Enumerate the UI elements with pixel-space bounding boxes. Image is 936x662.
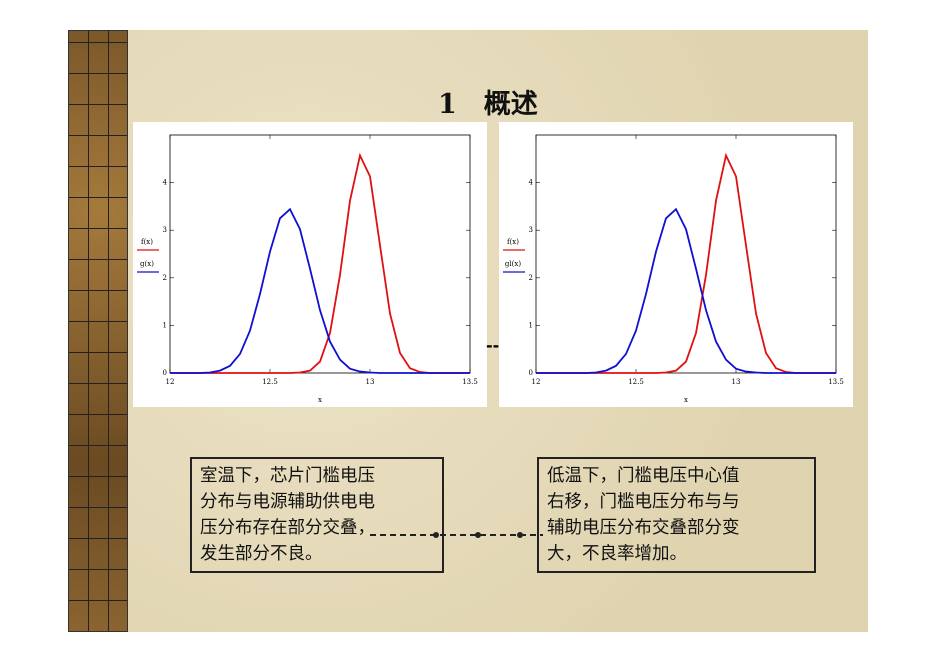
- line-series: [536, 207, 836, 374]
- note-line: 发生部分不良。: [200, 544, 323, 564]
- y-tick-label: 1: [163, 321, 167, 329]
- line-series: [536, 152, 836, 374]
- x-tick-label: 13: [366, 378, 375, 386]
- separator: --: [486, 336, 500, 355]
- note-line: 室温下，芯片门槛电压: [200, 466, 375, 486]
- x-tick-label: 12: [166, 378, 175, 386]
- note-line: 低温下，门槛电压中心值: [547, 466, 740, 486]
- x-axis-label: x: [318, 396, 322, 404]
- plot-frame: [169, 134, 471, 374]
- note-box: 室温下，芯片门槛电压 分布与电源辅助供电电 压分布存在部分交叠， 发生部分不良。: [190, 457, 444, 573]
- note-box: 低温下，门槛电压中心值 右移，门槛电压分布与与 辅助电压分布交叠部分变 大，不良率增加…: [537, 457, 816, 573]
- x-axis-label: x: [684, 396, 688, 404]
- y-tick-label: 2: [529, 274, 533, 282]
- line-series: [170, 207, 470, 374]
- note-line: 压分布存在部分交叠，: [200, 518, 375, 538]
- legend-label: f(x): [141, 238, 153, 246]
- y-tick-label: 3: [529, 226, 533, 234]
- x-tick-label: 13: [732, 378, 741, 386]
- legend-label: f(x): [507, 238, 519, 246]
- x-tick-label: 12.5: [262, 378, 278, 386]
- dot: [517, 532, 523, 538]
- line-series: [170, 152, 470, 374]
- y-tick-label: 4: [163, 179, 168, 187]
- x-tick-label: 12.5: [628, 378, 644, 386]
- y-tick-label: 4: [529, 179, 534, 187]
- decor-strip: [68, 30, 128, 632]
- x-tick-label: 13.5: [828, 378, 844, 386]
- y-tick-label: 0: [529, 369, 533, 377]
- dot: [433, 532, 439, 538]
- y-tick-label: 3: [163, 226, 167, 234]
- note-line: 分布与电源辅助供电电: [200, 492, 375, 512]
- note-line: 右移，门槛电压分布与与: [547, 492, 740, 512]
- note-line: 大，不良率增加。: [547, 544, 687, 564]
- y-tick-label: 1: [529, 321, 533, 329]
- legend-label: gl(x): [505, 260, 521, 268]
- slide: 1 概述 12 12.5 13 13.5 0 1 2 3 4 x f(x) g(x) 12 12.5 13…: [68, 30, 868, 632]
- plot-frame: [535, 134, 837, 374]
- slide-title: 1 概述: [438, 89, 538, 120]
- dot: [475, 532, 481, 538]
- x-tick-label: 13.5: [462, 378, 478, 386]
- y-tick-label: 0: [163, 369, 167, 377]
- y-tick-label: 2: [163, 274, 167, 282]
- x-tick-label: 12: [532, 378, 541, 386]
- note-line: 辅助电压分布交叠部分变: [547, 518, 740, 538]
- connector: [370, 532, 543, 538]
- legend-label: g(x): [140, 260, 154, 268]
